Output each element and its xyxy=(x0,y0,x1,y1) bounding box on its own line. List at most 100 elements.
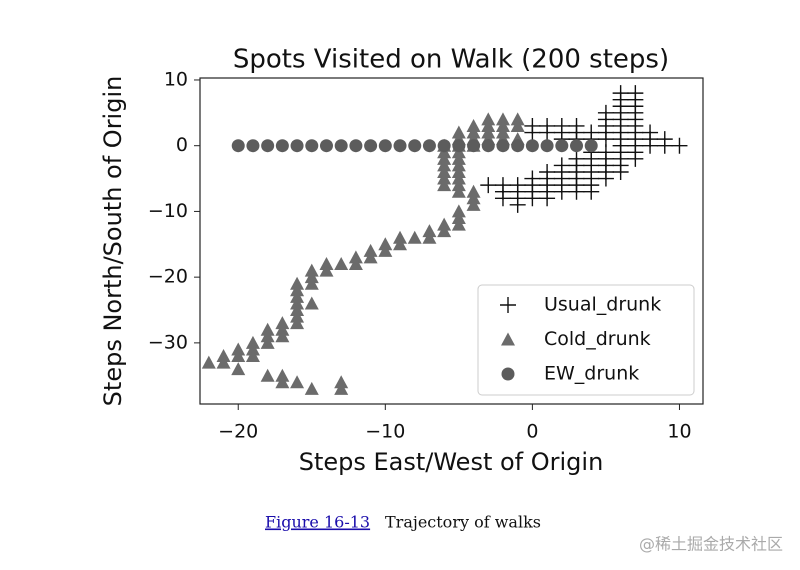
legend-marker xyxy=(501,332,515,346)
point xyxy=(378,139,392,153)
chart-title: Spots Visited on Walk (200 steps) xyxy=(233,45,669,75)
point xyxy=(319,263,334,277)
watermark: @稀土掘金技术社区 xyxy=(639,535,783,554)
point xyxy=(422,224,437,238)
point xyxy=(231,349,246,363)
legend-marker xyxy=(501,367,515,381)
point xyxy=(451,171,466,185)
point xyxy=(481,118,496,132)
figure-link[interactable]: Figure 16-13 xyxy=(265,513,370,532)
point xyxy=(364,139,378,153)
point xyxy=(540,139,554,153)
point xyxy=(231,342,246,356)
y-tick-label: 10 xyxy=(164,68,188,90)
point xyxy=(494,190,511,207)
point xyxy=(451,210,466,224)
point xyxy=(349,139,363,153)
y-tick-label: 0 xyxy=(176,134,188,156)
point xyxy=(480,177,497,194)
point xyxy=(290,296,305,310)
point xyxy=(466,184,481,198)
point xyxy=(451,184,466,198)
x-tick-label: −10 xyxy=(365,421,405,443)
point xyxy=(553,183,570,200)
point xyxy=(393,237,408,251)
x-axis-label: Steps East/West of Origin xyxy=(299,448,604,476)
point xyxy=(555,139,569,153)
point xyxy=(437,164,452,178)
point xyxy=(495,118,510,132)
point xyxy=(509,196,526,213)
point xyxy=(437,139,451,153)
point xyxy=(334,375,349,389)
point xyxy=(422,139,436,153)
point xyxy=(275,375,290,389)
point xyxy=(539,124,556,141)
y-tick-label: −30 xyxy=(148,331,188,353)
point xyxy=(393,230,408,244)
point xyxy=(466,118,481,132)
point xyxy=(363,250,378,264)
point xyxy=(290,283,305,297)
point xyxy=(408,139,422,153)
point xyxy=(510,118,525,132)
y-tick-label: −20 xyxy=(148,266,188,288)
point xyxy=(216,349,231,363)
point xyxy=(290,316,305,330)
point xyxy=(245,335,260,349)
point xyxy=(290,276,305,290)
point xyxy=(495,125,510,139)
point xyxy=(378,237,393,251)
point xyxy=(334,257,349,271)
point xyxy=(437,178,452,192)
point xyxy=(437,224,452,238)
point xyxy=(334,139,348,153)
point xyxy=(452,139,466,153)
point xyxy=(246,139,260,153)
point xyxy=(319,139,333,153)
point xyxy=(260,329,275,343)
point xyxy=(319,257,334,271)
point xyxy=(466,197,481,211)
point xyxy=(495,112,510,126)
point xyxy=(231,139,245,153)
point xyxy=(393,139,407,153)
point xyxy=(407,230,422,244)
point xyxy=(290,375,305,389)
point xyxy=(275,316,290,330)
point xyxy=(275,322,290,336)
point xyxy=(656,137,673,154)
point xyxy=(496,139,510,153)
point xyxy=(290,289,305,303)
caption-text: Trajectory of walks xyxy=(385,513,541,532)
point xyxy=(245,342,260,356)
point xyxy=(451,164,466,178)
point xyxy=(627,150,644,167)
point xyxy=(304,276,319,290)
point xyxy=(304,296,319,310)
point xyxy=(642,137,659,154)
y-tick-label: −10 xyxy=(148,200,188,222)
point xyxy=(304,263,319,277)
point xyxy=(524,124,541,141)
point xyxy=(437,158,452,172)
point xyxy=(304,270,319,284)
point xyxy=(305,139,319,153)
point xyxy=(511,139,525,153)
point xyxy=(260,335,275,349)
point xyxy=(451,217,466,231)
point xyxy=(378,243,393,257)
legend-label: Cold_drunk xyxy=(544,328,651,350)
point xyxy=(348,257,363,271)
point xyxy=(304,381,319,395)
point xyxy=(481,125,496,139)
point xyxy=(290,309,305,323)
point xyxy=(437,217,452,231)
point xyxy=(290,139,304,153)
point xyxy=(510,112,525,126)
point xyxy=(231,362,246,376)
point xyxy=(437,151,452,165)
legend-box xyxy=(477,284,695,396)
point xyxy=(481,112,496,126)
